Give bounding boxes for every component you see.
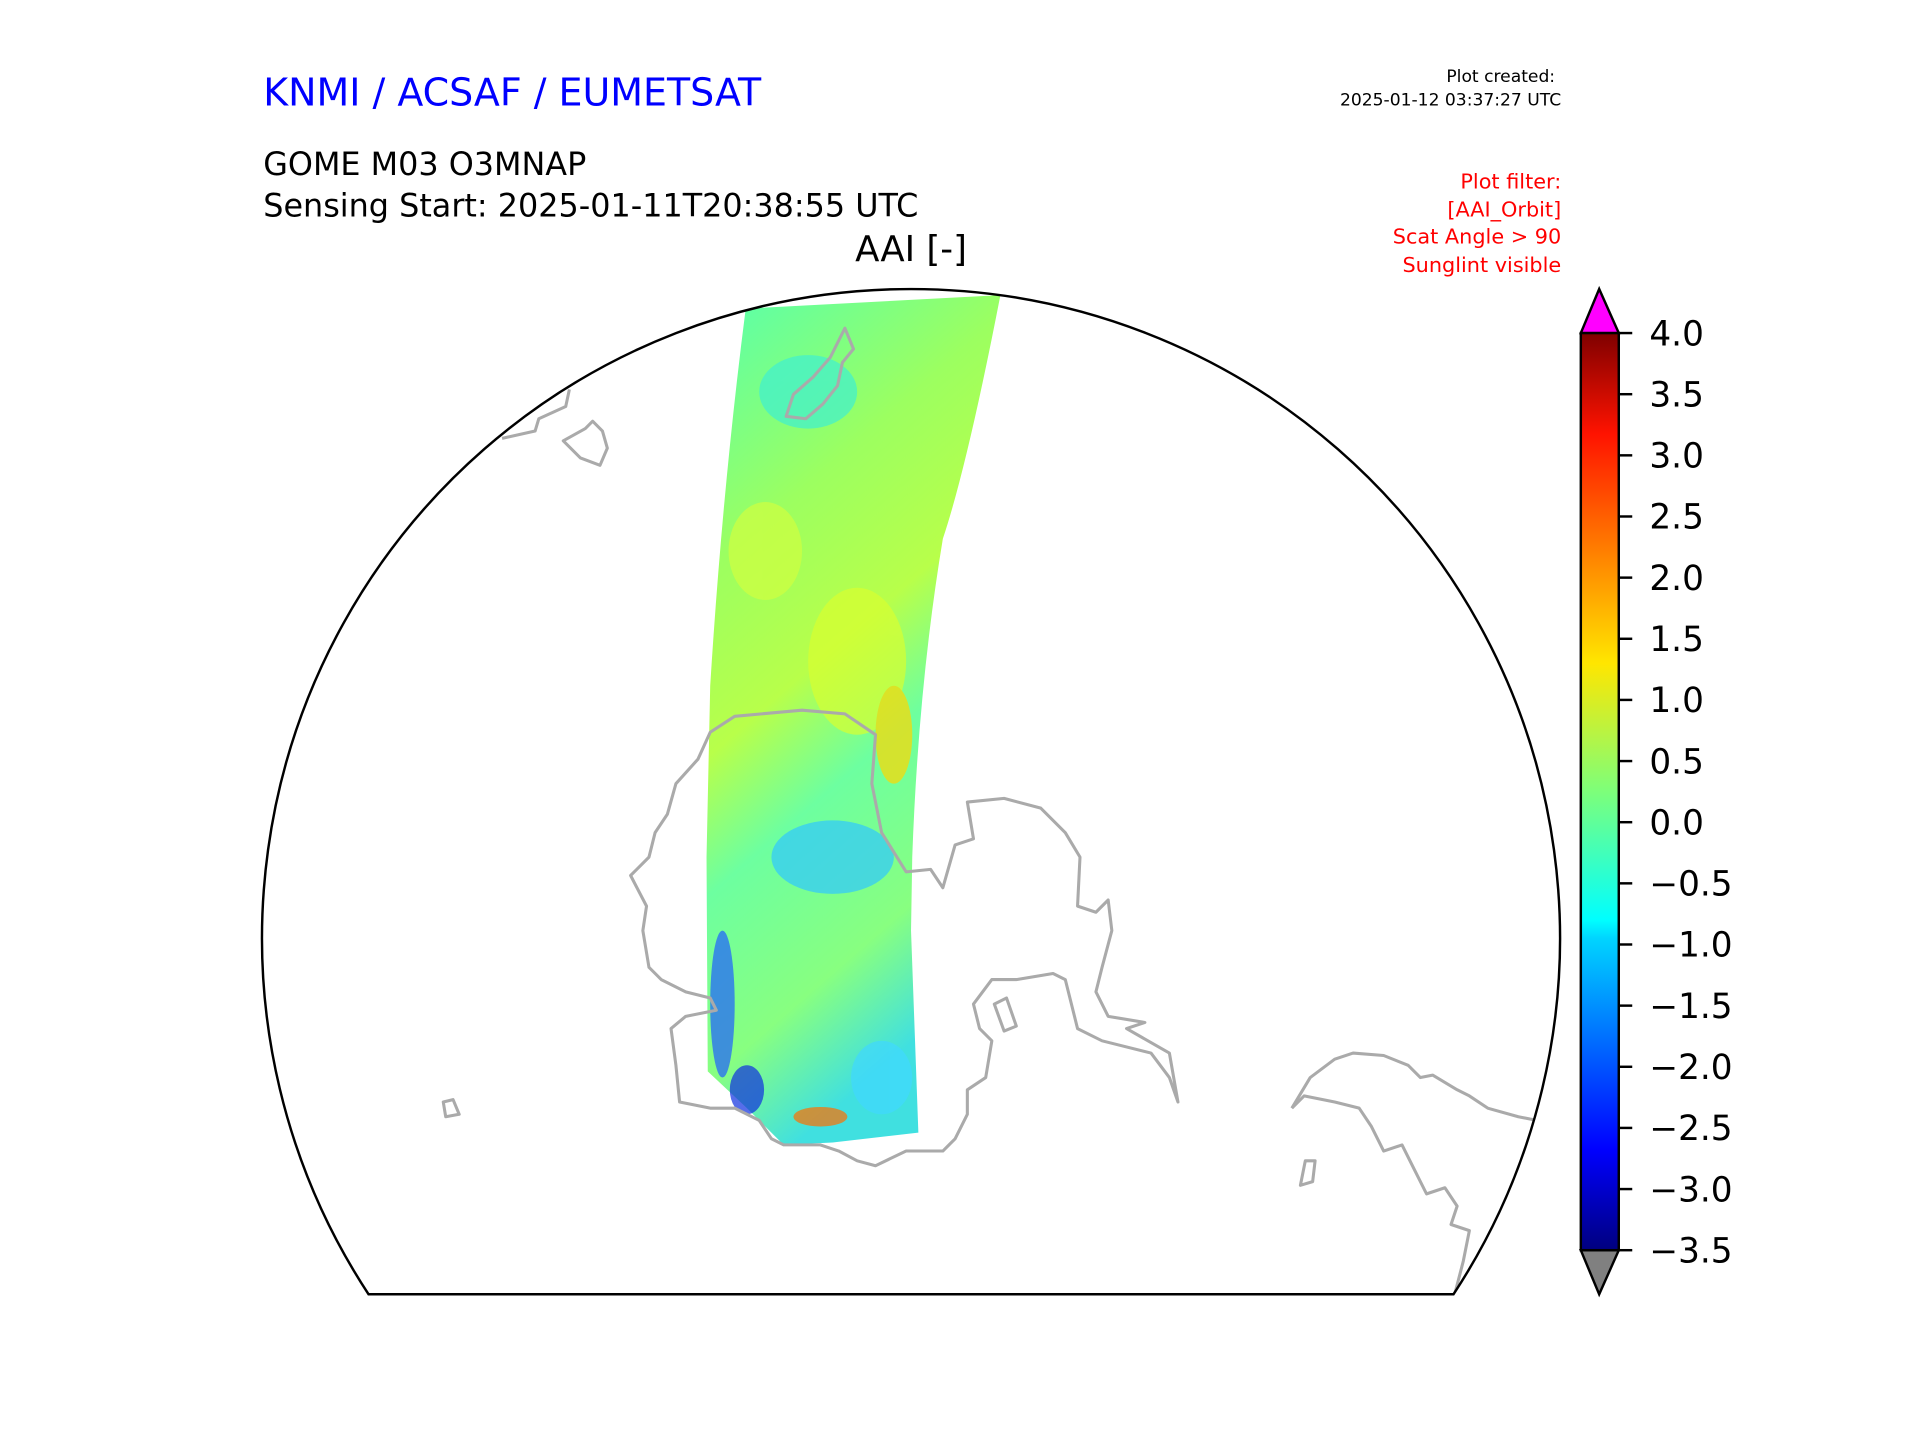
colorbar-tick-label: −2.5: [1649, 1109, 1732, 1149]
colorbar-gradient: [1579, 331, 1620, 1252]
filter-line: Plot filter:: [1460, 170, 1561, 194]
colorbar-tick-label: 3.5: [1649, 375, 1704, 415]
colorbar-tick-label: −3.5: [1649, 1231, 1732, 1271]
organization-title: KNMI / ACSAF / EUMETSAT: [263, 70, 762, 114]
colorbar-tick-label: −0.5: [1649, 865, 1732, 905]
sensing-start: Sensing Start: 2025-01-11T20:38:55 UTC: [263, 187, 918, 225]
filter-line: Scat Angle > 90: [1393, 225, 1561, 249]
map: [441, 295, 1538, 1295]
coastline: [1290, 1051, 1538, 1122]
colorbar-tick-label: 1.0: [1649, 681, 1704, 721]
coastline: [1290, 1094, 1471, 1295]
colorbar-tick-label: −1.5: [1649, 987, 1732, 1027]
colorbar-tick-label: 3.0: [1649, 437, 1704, 477]
plot-filter: Plot filter: [AAI_Orbit] Scat Angle > 90…: [1393, 170, 1561, 277]
colorbar-extend-min: [1578, 1248, 1621, 1298]
plot-created-value: 2025-01-12 03:37:27 UTC: [1340, 90, 1561, 110]
colorbar-extend-max: [1578, 285, 1621, 335]
colorbar-tick-label: 1.5: [1649, 620, 1704, 660]
plot-created-label: Plot created:: [1446, 67, 1555, 87]
coastline: [992, 996, 1018, 1033]
colorbar-tick-label: 4.0: [1649, 314, 1704, 354]
coastline: [441, 1098, 461, 1119]
product-title: GOME M03 O3MNAP: [263, 145, 586, 183]
map-title: AAI [-]: [855, 229, 967, 270]
filter-line: [AAI_Orbit]: [1447, 198, 1561, 222]
colorbar-tick-label: −1.0: [1649, 926, 1732, 966]
colorbar-ticks: 4.0 3.5 3.0 2.5 2.0 1.5 1.0 0.5 0.0 −0.5 −1.0 −1.5 −…: [1618, 314, 1733, 1271]
coastline: [501, 389, 571, 440]
colorbar-tick-label: 0.5: [1649, 742, 1704, 782]
coastline: [561, 419, 609, 467]
colorbar-tick-label: 0.0: [1649, 803, 1704, 843]
swath-anomalies: [710, 355, 913, 1127]
colorbar: 4.0 3.5 3.0 2.5 2.0 1.5 1.0 0.5 0.0 −0.5 −1.0 −1.5 −…: [1578, 285, 1733, 1298]
coastline: [784, 326, 855, 421]
map-boundary: [260, 287, 1562, 1296]
filter-line: Sunglint visible: [1402, 253, 1561, 277]
colorbar-tick-label: 2.0: [1649, 559, 1704, 599]
coastlines: [441, 326, 1538, 1295]
coastline: [629, 708, 1180, 1168]
colorbar-tick-label: 2.5: [1649, 498, 1704, 538]
colorbar-tick-label: −3.0: [1649, 1170, 1732, 1210]
coastline: [1298, 1159, 1317, 1187]
colorbar-tick-label: −2.0: [1649, 1048, 1732, 1088]
